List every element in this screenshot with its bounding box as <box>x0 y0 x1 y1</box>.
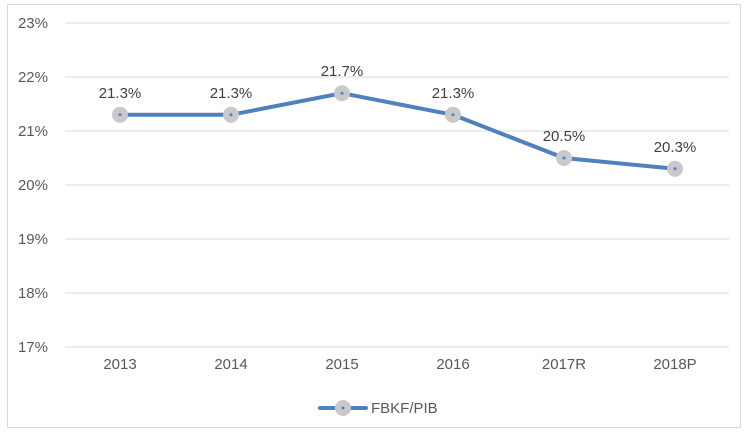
y-axis-tick-label: 18% <box>18 285 48 302</box>
gridlines-group <box>65 22 729 348</box>
data-label: 20.3% <box>654 139 697 156</box>
data-labels-group: 21.3% 21.3% 21.7% 21.3% 20.5% 20.3% <box>99 63 697 156</box>
data-point-marker-dot <box>562 156 566 160</box>
x-axis-tick-label: 2016 <box>436 356 469 373</box>
x-axis-tick-labels: 2013 2014 2015 2016 2017R 2018P <box>103 356 696 373</box>
x-axis-tick-label: 2018P <box>653 356 696 373</box>
y-axis-tick-labels: 23% 22% 21% 20% 19% 18% 17% <box>18 15 48 356</box>
data-label: 21.7% <box>321 63 364 80</box>
data-point-marker-dot <box>340 91 344 95</box>
data-point-marker-dot <box>673 167 677 171</box>
series-line-group <box>118 91 677 171</box>
data-label: 20.5% <box>543 128 586 145</box>
data-point-marker-dot <box>118 113 122 117</box>
data-label: 21.3% <box>210 85 253 102</box>
y-axis-tick-label: 21% <box>18 123 48 140</box>
y-axis-tick-label: 19% <box>18 231 48 248</box>
data-point-marker-dot <box>451 113 455 117</box>
data-label: 21.3% <box>432 85 475 102</box>
legend-marker-dot <box>341 406 345 410</box>
y-axis-tick-label: 22% <box>18 69 48 86</box>
x-axis-tick-label: 2015 <box>325 356 358 373</box>
legend-label: FBKF/PIB <box>371 400 438 417</box>
y-axis-tick-label: 20% <box>18 177 48 194</box>
x-axis-tick-label: 2017R <box>542 356 586 373</box>
series-markers-group <box>112 85 683 177</box>
data-label: 21.3% <box>99 85 142 102</box>
y-axis-tick-label: 23% <box>18 15 48 32</box>
series-line <box>118 91 677 171</box>
legend-group: FBKF/PIB <box>318 400 438 417</box>
data-point-marker-dot <box>229 113 233 117</box>
y-axis-tick-label: 17% <box>18 339 48 356</box>
chart-frame-border <box>7 4 741 428</box>
x-axis-tick-label: 2014 <box>214 356 247 373</box>
x-axis-tick-label: 2013 <box>103 356 136 373</box>
